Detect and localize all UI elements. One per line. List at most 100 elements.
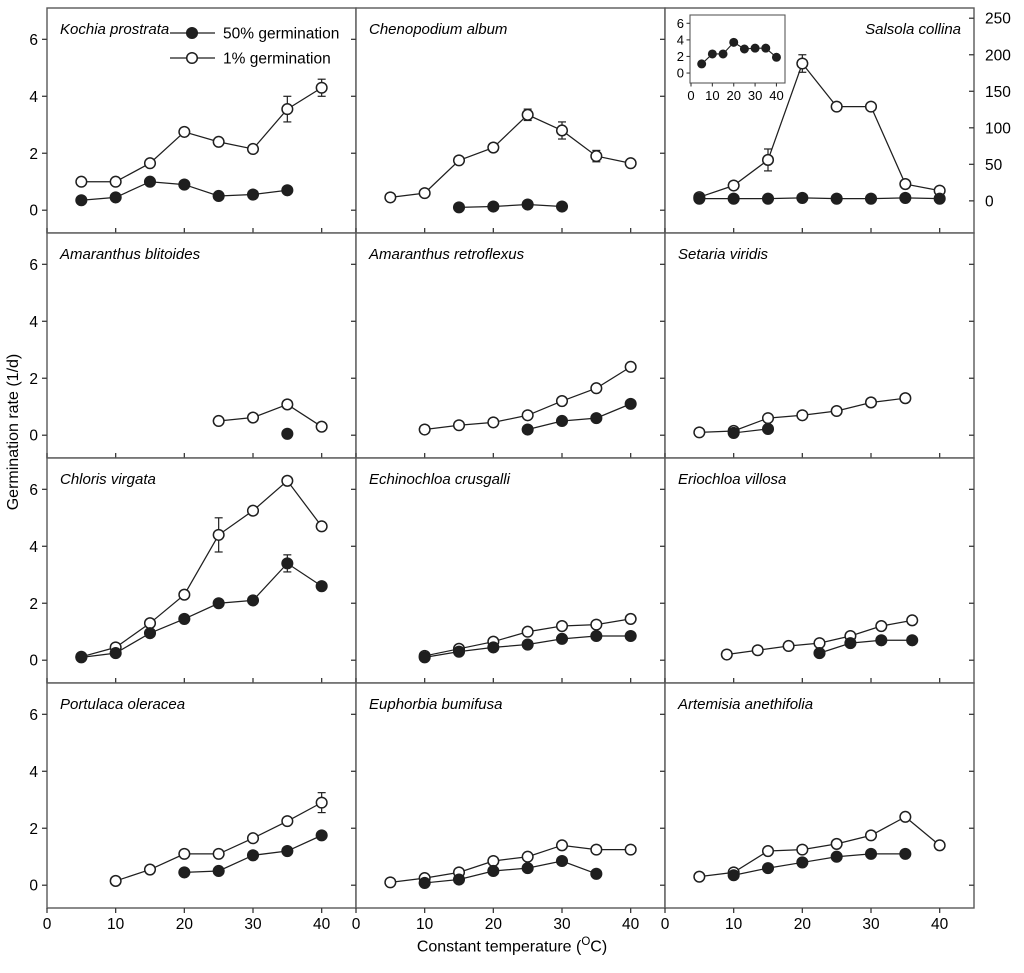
data-point-open (830, 404, 843, 418)
data-point-filled (487, 864, 500, 878)
data-point-open (281, 103, 294, 116)
data-point-open (761, 412, 775, 425)
data-point-open (246, 142, 260, 156)
data-point-open (782, 639, 795, 653)
legend-entry: 1% germination (170, 51, 331, 68)
data-point-filled (452, 645, 466, 658)
data-point-filled (590, 412, 603, 425)
panel-chenopodium-album: Chenopodium album (351, 7, 666, 234)
panel-title: Artemisia anethifolia (677, 696, 813, 713)
data-point-filled (75, 194, 88, 207)
inset-x-tick-label: 30 (748, 88, 762, 103)
data-point-open (143, 863, 157, 876)
data-point-open (452, 419, 466, 432)
data-point-filled (761, 422, 775, 435)
data-point-open (315, 520, 328, 533)
data-point-open (487, 416, 500, 429)
data-point-filled (315, 580, 328, 593)
y-tick-label: 4 (29, 89, 38, 106)
y-tick-label: 2 (29, 596, 38, 613)
data-point-filled (418, 651, 431, 664)
legend-marker-open-circle-icon (185, 51, 199, 65)
data-point-open (281, 398, 294, 411)
data-point-open (212, 135, 225, 148)
inset-data-point-filled (697, 59, 707, 69)
series-open-line (390, 114, 631, 199)
data-point-open (796, 409, 809, 422)
panel-title: Setaria viridis (678, 246, 769, 263)
data-point-filled (521, 862, 534, 875)
inset-salsola: 0 10 20 30 40 0 2 46 (677, 14, 786, 103)
data-point-filled (796, 856, 809, 869)
data-point-filled (212, 189, 225, 203)
inset-x-tick-label: 10 (705, 88, 719, 103)
data-point-filled (452, 201, 466, 214)
data-point-open (384, 191, 397, 204)
data-point-filled (487, 641, 500, 654)
data-point-filled (281, 844, 294, 858)
panel-setaria-viridis: Setaria viridis (660, 232, 975, 459)
x-tick-label: 10 (107, 916, 125, 933)
data-point-filled (418, 876, 431, 889)
data-point-open (693, 870, 706, 883)
data-point-open (178, 588, 191, 601)
inset-data-point-filled (761, 43, 771, 53)
data-point-open (75, 175, 88, 188)
panel-frame (46, 232, 357, 459)
data-point-filled (178, 612, 191, 625)
legend-entry: 50% germination (170, 26, 339, 43)
data-point-open (418, 187, 431, 200)
x-tick-label: 30 (244, 916, 262, 933)
y-tick-label: 6 (29, 482, 38, 499)
panel-title: Eriochloa villosa (678, 471, 786, 488)
panel-title: Salsola collina (865, 21, 961, 38)
data-point-filled (693, 192, 706, 205)
series-open-line (699, 62, 940, 198)
data-point-filled (555, 632, 569, 645)
data-point-open (590, 382, 603, 395)
y-axis-title: Germination rate (1/d) (5, 353, 22, 511)
panel-amaranthus-blitoides: 0 2 4 6 Amaranthus blitoides (29, 232, 357, 459)
data-point-open (418, 423, 431, 436)
panel-chloris-virgata: 0 2 4 6 Chloris virgata (29, 457, 357, 684)
y-tick-label: 2 (29, 371, 38, 388)
series-filled-line (527, 403, 631, 431)
data-point-open (590, 150, 603, 163)
data-point-open (899, 178, 912, 191)
data-point-filled (178, 866, 191, 879)
right-axis-tick-label: 100 (985, 120, 1011, 137)
panel-artemisia-anethifolia: 0 10 20 30 40 Artemisia anethifolia (660, 682, 975, 933)
y-tick-label: 6 (29, 257, 38, 274)
right-axis-tick-label: 0 (985, 193, 994, 210)
data-point-filled (796, 191, 809, 204)
data-point-filled (899, 847, 912, 860)
panel-echinochloa-crusgalli: Echinochloa crusgalli (351, 457, 666, 684)
data-point-open (487, 854, 500, 868)
data-point-filled (864, 847, 878, 860)
data-point-open (796, 57, 809, 70)
series-open-line (81, 479, 323, 658)
data-point-filled (452, 873, 466, 886)
data-point-filled (899, 191, 912, 204)
data-point-filled (281, 184, 294, 197)
data-point-filled (727, 426, 740, 439)
panel-title: Euphorbia bumifusa (369, 696, 502, 713)
x-tick-label: 20 (485, 916, 503, 933)
data-point-open (761, 153, 775, 166)
data-point-filled (813, 647, 826, 660)
data-point-open (281, 815, 294, 828)
data-point-filled (178, 178, 191, 191)
panel-title: Chloris virgata (60, 471, 156, 488)
panel-title: Echinochloa crusgalli (369, 471, 511, 488)
data-point-open (899, 810, 912, 823)
data-point-open (178, 847, 191, 860)
data-point-open (246, 411, 260, 424)
data-point-open (521, 108, 534, 121)
panel-title: Amaranthus blitoides (59, 246, 201, 263)
data-point-filled (761, 192, 775, 205)
data-point-filled (761, 862, 775, 875)
data-point-open (212, 528, 225, 541)
data-point-filled (555, 200, 569, 213)
x-tick-label: 30 (862, 916, 880, 933)
